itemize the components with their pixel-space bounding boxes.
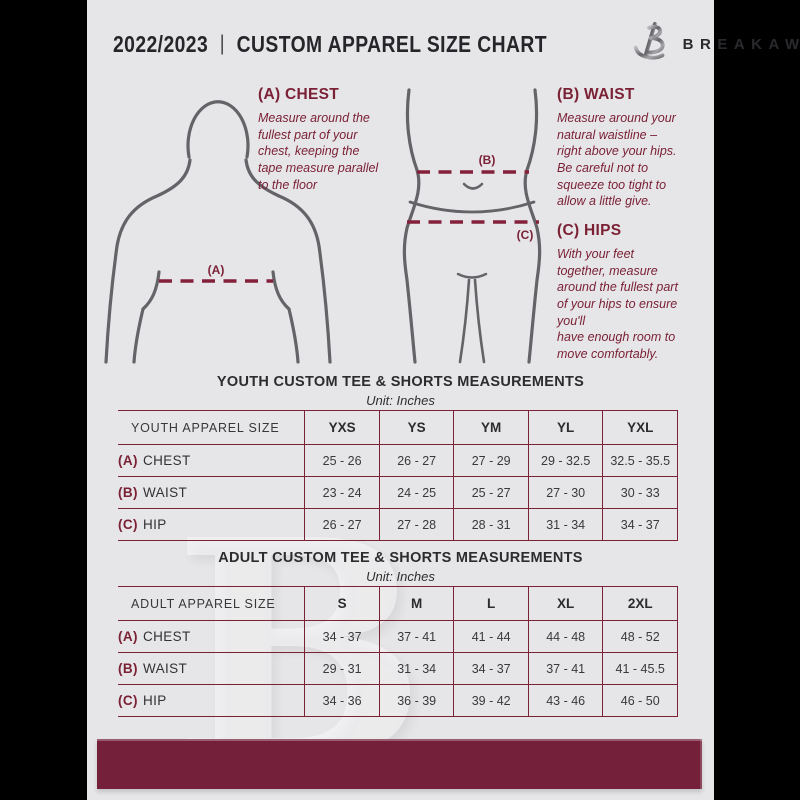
row-title: HIP	[142, 517, 167, 532]
header-title-group: 2022/2023 | CUSTOM APPAREL SIZE CHART	[113, 31, 547, 58]
cell: 34 - 37	[602, 508, 678, 541]
row-prefix: (A)	[118, 453, 138, 468]
table-header-row: YOUTH APPAREL SIZE YXS YS YM YL YXL	[118, 410, 678, 445]
cell: 43 - 46	[527, 684, 604, 717]
row-title: HIP	[142, 693, 167, 708]
youth-size-table: YOUTH APPAREL SIZE YXS YS YM YL YXL (A) C…	[118, 410, 678, 541]
chest-instructions: Measure around the fullest part of your …	[258, 111, 379, 192]
youth-table-unit: Unit: Inches	[366, 393, 435, 408]
cell: 25 - 26	[304, 444, 380, 477]
row-title: CHEST	[142, 629, 191, 644]
waist-heading: (B) WAIST	[557, 86, 635, 103]
cell: 28 - 31	[453, 508, 529, 541]
cell: 48 - 52	[602, 620, 678, 653]
table-row-hip: (C) HIP 34 - 36 36 - 39 39 - 42 43 - 46 4…	[118, 684, 678, 717]
brand-name: BREAKAWAY	[682, 35, 800, 53]
cell: 46 - 50	[602, 684, 678, 717]
col-header-m: M	[378, 586, 455, 621]
hips-heading: (C) HIPS	[557, 222, 622, 239]
cell: 31 - 34	[527, 508, 604, 541]
row-prefix: (B)	[118, 485, 138, 500]
cell: 32.5 - 35.5	[602, 444, 678, 477]
cell: 29 - 32.5	[527, 444, 604, 477]
col-header-ys: YS	[378, 410, 455, 445]
hips-marker-label: (C)	[517, 228, 534, 242]
row-title: WAIST	[142, 485, 188, 500]
footer-accent-bar	[97, 739, 702, 789]
row-label: (C) HIP	[118, 508, 306, 541]
col-header-2xl: 2XL	[602, 586, 678, 621]
row-prefix: (A)	[118, 629, 138, 644]
col-header-yxs: YXS	[304, 410, 380, 445]
page-title: CUSTOM APPAREL SIZE CHART	[236, 30, 547, 57]
col-header-s: S	[304, 586, 380, 621]
row-label: (B) WAIST	[118, 652, 306, 685]
col-header-xl: XL	[527, 586, 604, 621]
brand-group: BREAKAWAY	[630, 19, 800, 70]
adult-size-col-label: ADULT APPAREL SIZE	[118, 586, 306, 621]
breakaway-b-logo-icon	[630, 19, 672, 70]
page-header: 2022/2023 | CUSTOM APPAREL SIZE CHART	[87, 20, 800, 68]
row-label: (A) CHEST	[118, 620, 306, 653]
chest-marker-label: (A)	[208, 263, 225, 277]
row-prefix: (C)	[118, 693, 138, 708]
row-label: (A) CHEST	[118, 444, 306, 477]
table-row-waist: (B) WAIST 23 - 24 24 - 25 25 - 27 27 - 30…	[118, 476, 678, 509]
cell: 30 - 33	[602, 476, 678, 509]
chest-heading: (A) CHEST	[258, 86, 340, 103]
row-prefix: (B)	[118, 661, 138, 676]
navel-mark	[462, 182, 484, 190]
cell: 39 - 42	[453, 684, 529, 717]
cell: 25 - 27	[453, 476, 529, 509]
table-row-chest: (A) CHEST 34 - 37 37 - 41 41 - 44 44 - 48…	[118, 620, 678, 653]
cell: 41 - 44	[453, 620, 529, 653]
cell: 34 - 36	[304, 684, 380, 717]
cell: 34 - 37	[304, 620, 380, 653]
waist-instructions: Measure around your natural waistline – …	[557, 111, 677, 209]
cell: 27 - 29	[453, 444, 529, 477]
col-header-l: L	[453, 586, 529, 621]
cell: 37 - 41	[378, 620, 455, 653]
cell: 44 - 48	[527, 620, 604, 653]
col-header-yxl: YXL	[602, 410, 678, 445]
row-label: (C) HIP	[118, 684, 306, 717]
season-label: 2022/2023	[113, 30, 209, 57]
cell: 27 - 30	[527, 476, 604, 509]
hips-instructions: With your feet together, measure around …	[557, 247, 678, 361]
waist-marker-label: (B)	[479, 153, 496, 167]
table-row-waist: (B) WAIST 29 - 31 31 - 34 34 - 37 37 - 41…	[118, 652, 678, 685]
cell: 23 - 24	[304, 476, 380, 509]
row-title: CHEST	[142, 453, 191, 468]
col-header-ym: YM	[453, 410, 529, 445]
cell: 26 - 27	[378, 444, 455, 477]
adult-size-table: ADULT APPAREL SIZE S M L XL 2XL (A) CHEST…	[118, 586, 678, 717]
youth-table-title: YOUTH CUSTOM TEE & SHORTS MEASUREMENTS	[216, 374, 585, 390]
row-title: WAIST	[142, 661, 188, 676]
cell: 27 - 28	[378, 508, 455, 541]
row-label: (B) WAIST	[118, 476, 306, 509]
cell: 41 - 45.5	[602, 652, 678, 685]
col-header-yl: YL	[527, 410, 604, 445]
cell: 29 - 31	[304, 652, 380, 685]
table-header-row: ADULT APPAREL SIZE S M L XL 2XL	[118, 586, 678, 621]
cell: 24 - 25	[378, 476, 455, 509]
size-chart-page: 2022/2023 | CUSTOM APPAREL SIZE CHART	[87, 0, 800, 800]
cell: 31 - 34	[378, 652, 455, 685]
table-row-hip: (C) HIP 26 - 27 27 - 28 28 - 31 31 - 34 3…	[118, 508, 678, 541]
youth-size-col-label: YOUTH APPAREL SIZE	[118, 410, 306, 445]
adult-table-title: ADULT CUSTOM TEE & SHORTS MEASUREMENTS	[218, 550, 583, 566]
table-row-chest: (A) CHEST 25 - 26 26 - 27 27 - 29 29 - 32…	[118, 444, 678, 477]
cell: 34 - 37	[453, 652, 529, 685]
body-measurement-diagram: (A) (B) (C)	[104, 88, 542, 364]
figure-head-outline	[186, 100, 250, 159]
row-prefix: (C)	[118, 517, 138, 532]
adult-table-unit: Unit: Inches	[366, 569, 435, 584]
cell: 37 - 41	[527, 652, 604, 685]
cell: 36 - 39	[378, 684, 455, 717]
header-divider: |	[219, 32, 225, 55]
cell: 26 - 27	[304, 508, 380, 541]
